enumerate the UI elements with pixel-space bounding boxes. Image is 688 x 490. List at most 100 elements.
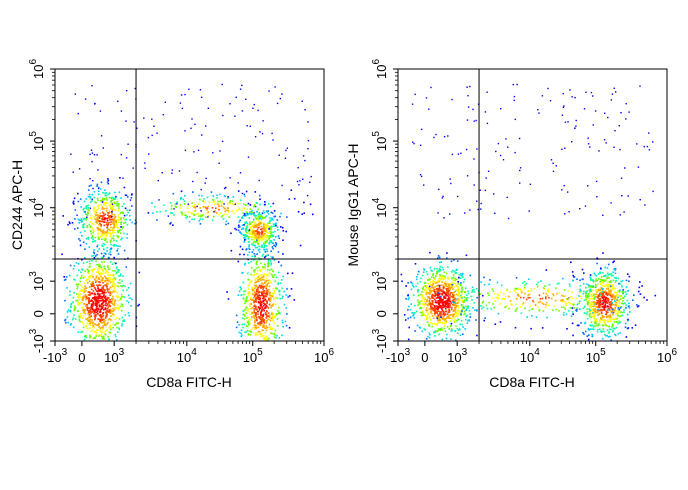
scatter-point bbox=[108, 268, 111, 270]
scatter-point bbox=[269, 236, 272, 239]
scatter-point bbox=[256, 253, 258, 255]
scatter-point bbox=[94, 279, 97, 281]
scatter-point bbox=[255, 281, 258, 284]
scatter-point bbox=[256, 294, 259, 297]
scatter-point bbox=[520, 289, 523, 292]
scatter-point bbox=[451, 277, 453, 280]
scatter-point bbox=[449, 303, 451, 306]
scatter-point bbox=[463, 301, 465, 304]
scatter-point bbox=[442, 285, 445, 287]
scatter-point bbox=[612, 293, 614, 296]
scatter-point bbox=[125, 157, 128, 159]
scatter-point bbox=[595, 289, 598, 292]
scatter-point bbox=[69, 264, 72, 267]
scatter-point bbox=[257, 208, 260, 211]
scatter-point bbox=[499, 303, 502, 305]
scatter-point bbox=[489, 279, 491, 281]
scatter-point bbox=[587, 338, 590, 341]
scatter-point bbox=[593, 296, 596, 298]
scatter-point bbox=[413, 314, 415, 316]
scatter-point bbox=[276, 226, 279, 228]
scatter-point bbox=[448, 277, 450, 280]
scatter-point bbox=[247, 272, 249, 275]
scatter-point bbox=[258, 278, 261, 281]
scatter-point bbox=[272, 242, 275, 244]
scatter-point bbox=[248, 330, 251, 333]
scatter-point bbox=[202, 218, 204, 221]
scatter-point bbox=[473, 288, 475, 291]
scatter-point bbox=[170, 205, 173, 207]
scatter-point bbox=[550, 297, 553, 300]
scatter-point bbox=[261, 322, 263, 325]
scatter-point bbox=[117, 245, 119, 247]
scatter-point bbox=[468, 319, 470, 321]
scatter-point bbox=[447, 288, 449, 290]
scatter-point bbox=[608, 284, 610, 287]
scatter-point bbox=[257, 326, 260, 329]
scatter-point bbox=[88, 307, 91, 310]
scatter-point bbox=[614, 277, 616, 279]
scatter-point bbox=[97, 298, 100, 300]
scatter-point bbox=[270, 263, 272, 266]
scatter-point bbox=[254, 191, 257, 193]
scatter-point bbox=[250, 303, 252, 305]
scatter-point bbox=[96, 304, 98, 306]
scatter-point bbox=[251, 210, 253, 212]
scatter-point bbox=[575, 297, 577, 300]
scatter-point bbox=[113, 288, 115, 290]
scatter-point bbox=[428, 317, 431, 319]
scatter-point bbox=[90, 149, 93, 151]
scatter-point bbox=[111, 206, 114, 209]
scatter-point bbox=[224, 186, 227, 189]
scatter-point bbox=[419, 144, 422, 146]
scatter-point bbox=[98, 265, 100, 268]
scatter-point bbox=[101, 230, 104, 232]
scatter-point bbox=[98, 296, 100, 298]
scatter-point bbox=[436, 302, 438, 304]
scatter-point bbox=[255, 308, 258, 311]
scatter-point bbox=[218, 208, 220, 211]
scatter-point bbox=[450, 322, 453, 325]
scatter-point bbox=[414, 304, 416, 307]
scatter-point bbox=[251, 221, 253, 223]
scatter-point bbox=[90, 315, 93, 317]
scatter-point bbox=[620, 177, 623, 179]
scatter-point bbox=[106, 323, 108, 325]
scatter-point bbox=[543, 287, 545, 289]
scatter-point bbox=[122, 284, 124, 287]
scatter-point bbox=[103, 233, 105, 235]
scatter-point bbox=[87, 320, 90, 322]
scatter-point bbox=[616, 321, 619, 324]
scatter-point bbox=[448, 314, 450, 316]
scatter-point bbox=[92, 337, 95, 340]
scatter-point bbox=[276, 313, 278, 316]
scatter-point bbox=[261, 212, 264, 214]
scatter-point bbox=[257, 300, 260, 303]
scatter-point bbox=[102, 242, 105, 245]
scatter-point bbox=[608, 332, 610, 334]
scatter-point bbox=[206, 196, 209, 199]
scatter-point bbox=[429, 284, 432, 286]
scatter-point bbox=[108, 192, 111, 194]
scatter-point bbox=[254, 136, 257, 138]
scatter-point bbox=[607, 287, 609, 290]
scatter-point bbox=[459, 299, 461, 301]
scatter-point bbox=[100, 335, 103, 338]
scatter-point bbox=[235, 326, 238, 329]
scatter-point bbox=[252, 242, 255, 244]
scatter-point bbox=[509, 291, 511, 293]
scatter-point bbox=[241, 209, 243, 212]
scatter-point bbox=[229, 177, 231, 179]
scatter-point bbox=[588, 314, 591, 316]
scatter-point bbox=[95, 281, 97, 283]
scatter-point bbox=[423, 288, 426, 291]
scatter-point bbox=[244, 290, 247, 292]
scatter-point bbox=[443, 304, 446, 307]
scatter-point bbox=[263, 267, 266, 270]
scatter-point bbox=[256, 202, 259, 204]
scatter-point bbox=[94, 297, 97, 299]
scatter-point bbox=[574, 96, 576, 99]
scatter-point bbox=[190, 127, 192, 129]
scatter-point bbox=[588, 302, 591, 305]
scatter-point bbox=[586, 317, 589, 320]
